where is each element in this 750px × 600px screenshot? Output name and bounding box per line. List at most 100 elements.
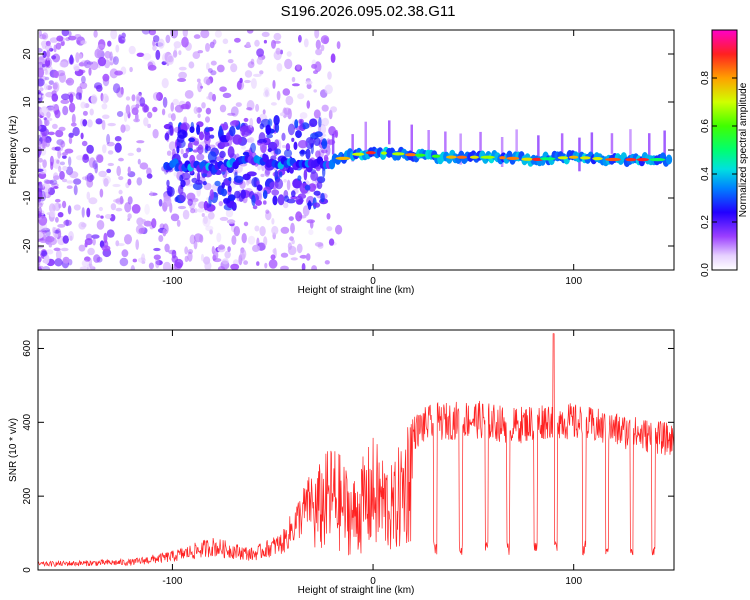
spectrogram-blob	[286, 179, 291, 191]
spectrogram-blob	[290, 257, 298, 261]
spectrogram-blob	[143, 220, 153, 227]
spectrogram-blob	[52, 123, 58, 129]
spectrogram-blob	[49, 37, 59, 43]
spectrogram-blob	[45, 44, 52, 52]
spectrogram-blob	[170, 102, 174, 112]
spectrogram-blob	[188, 137, 196, 143]
spectrogram-blob	[228, 49, 232, 54]
spectrogram-blob	[170, 30, 179, 39]
spectrogram-blob	[59, 170, 65, 180]
spectrogram-blob	[86, 179, 94, 188]
spectrogram-blob	[297, 93, 305, 100]
spectrogram-blob	[282, 88, 291, 96]
spectrogram-blob	[178, 66, 187, 71]
spectrogram-blob	[297, 140, 308, 149]
spectrogram-blob	[197, 144, 204, 155]
spectrogram-blob	[294, 119, 299, 129]
spectrogram-blob	[250, 78, 257, 89]
spectrogram-blob	[193, 239, 198, 250]
spectrogram-blob	[285, 95, 294, 106]
spectrogram-blob	[114, 136, 122, 142]
spectrogram-blob	[291, 137, 295, 142]
spectrogram-blob	[218, 125, 223, 135]
spectrogram-blob	[321, 104, 329, 112]
spectrogram-blob	[250, 142, 256, 153]
spectrogram-blob	[271, 189, 280, 196]
spectrogram-blob	[138, 227, 146, 234]
spectrogram-blob	[330, 53, 336, 63]
spectrogram-streak	[331, 133, 335, 155]
spectrogram-blob	[80, 40, 87, 45]
spectrogram-blob	[180, 103, 190, 110]
spectrogram-blob	[156, 92, 163, 101]
spectrogram-blob	[110, 203, 117, 211]
spectrogram-blob	[59, 61, 68, 68]
spectrogram-blob	[103, 178, 109, 187]
spectrogram-blob	[259, 226, 266, 237]
spectrogram-blob	[106, 229, 115, 238]
spectrogram-blob	[63, 219, 72, 226]
spectrogram-y-axis-label: Frequency (Hz)	[8, 116, 19, 185]
spectrogram-core	[469, 155, 479, 159]
spectrogram-blob	[82, 176, 88, 180]
spectrogram-blob	[104, 95, 110, 103]
spectrogram-blob	[243, 221, 249, 227]
spectrogram-blob	[300, 149, 305, 154]
spectrogram-blob	[147, 111, 153, 119]
spectrogram-blob	[187, 249, 194, 254]
spectrogram-blob	[51, 93, 59, 102]
spectrogram-blob	[167, 113, 173, 119]
spectrogram-blob	[283, 179, 287, 183]
spectrogram-blob	[58, 126, 66, 132]
spectrogram-blob	[179, 191, 187, 202]
spectrogram-blob	[288, 216, 294, 222]
spectrogram-blob	[144, 203, 150, 215]
spectrogram-blob	[68, 102, 76, 113]
spectrogram-blob	[240, 125, 250, 138]
spectrogram-blob	[55, 129, 64, 138]
spectrogram-blob	[255, 199, 262, 206]
spectrogram-blob	[177, 78, 187, 82]
spectrogram-blob	[167, 54, 175, 65]
spectrogram-blob	[180, 148, 184, 155]
spectrogram-blob	[87, 263, 94, 270]
colorbar-tick-label: 0.8	[700, 71, 711, 85]
spectrogram-blob	[168, 141, 177, 151]
spectrogram-blob	[42, 141, 47, 149]
spectrogram-ridge	[665, 154, 673, 165]
spectrogram-blob	[93, 254, 101, 263]
spectrogram-blob	[272, 195, 278, 206]
spectrogram-blob	[86, 61, 94, 65]
colorbar-tick-label: 0.6	[700, 119, 711, 133]
spectrogram-blob	[171, 113, 176, 122]
spectrogram-blob	[101, 119, 106, 131]
spectrogram-blob	[182, 152, 189, 159]
spectrogram-blob	[320, 44, 325, 52]
spectrogram-blob	[54, 109, 61, 119]
spectrogram-blob	[106, 141, 115, 147]
spectrogram-blob	[94, 48, 101, 59]
spectrogram-blob	[272, 79, 276, 89]
spectrogram-blob	[112, 83, 121, 94]
spectrogram-blob	[73, 184, 78, 196]
spectrogram-blob	[274, 178, 284, 190]
spectrogram-y-tick-label: 20	[22, 48, 33, 60]
spectrogram-blob	[210, 60, 217, 66]
spectrogram-blob	[263, 236, 268, 247]
spectrogram-blob	[107, 122, 116, 127]
spectrogram-blob	[286, 51, 292, 57]
spectrogram-blob	[55, 216, 59, 223]
spectrogram-blob	[248, 137, 255, 143]
spectrogram-blob	[41, 140, 46, 150]
spectrogram-blob	[290, 222, 295, 234]
spectrogram-blob	[44, 179, 54, 184]
spectrogram-blob	[251, 194, 256, 207]
spectrogram-blob	[131, 107, 139, 116]
snr-x-tick-label: 0	[370, 576, 376, 587]
spectrogram-blob	[68, 56, 75, 65]
spectrogram-blob	[110, 30, 118, 40]
spectrogram-blob	[230, 106, 239, 117]
spectrogram-blob	[313, 109, 321, 119]
spectrogram-blob	[336, 41, 341, 50]
